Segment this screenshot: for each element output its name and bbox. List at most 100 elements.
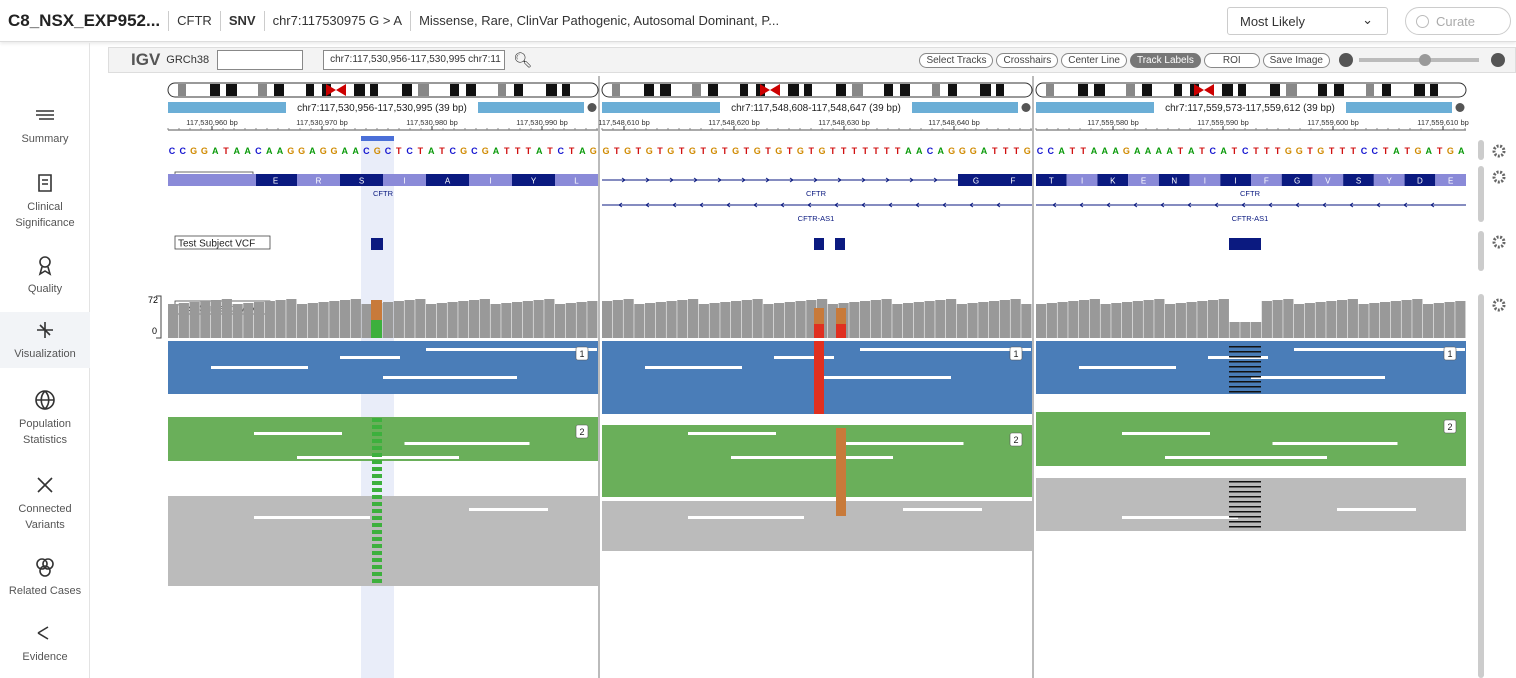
strand-arrow [699,202,704,208]
coverage-bar [1337,300,1348,338]
base: C [927,146,934,156]
sidebar-item[interactable]: Visualization [0,312,90,368]
toolbar-button[interactable]: Center Line [1061,52,1127,68]
base: A [1058,146,1065,156]
sidebar-item[interactable]: Quality [0,253,90,297]
toolbar-button[interactable]: Crosshairs [996,52,1059,68]
base: C [169,146,176,156]
coverage-bar [1175,303,1186,338]
mismatch [372,558,382,562]
strand-arrow [1079,202,1084,208]
coverage-bar [533,300,544,338]
sidebar-item[interactable]: Population Statistics [0,388,90,448]
base: T [1080,146,1086,156]
toolbar-button[interactable]: Track Labels [1129,52,1201,68]
sidebar-item[interactable]: Clinical Significance [0,171,90,231]
base: A [1102,146,1109,156]
coverage-bar [404,300,415,338]
sidebar-item[interactable]: Connected Variants [0,473,90,533]
base: T [862,146,868,156]
mismatch [372,425,382,429]
sidebar-label: Related Cases [8,585,82,597]
base: A [1166,146,1173,156]
zoom-slider[interactable] [1359,54,1479,66]
read-group-unpaired [1036,478,1466,531]
deletion [1229,481,1261,483]
mismatch [372,509,382,513]
ruler-tick-label: 117,559,590 bp [1197,118,1249,127]
coverage-bar [286,299,297,338]
amino-acid-box [297,174,340,186]
amino-acid: D [1417,177,1423,186]
sidebar-item[interactable]: Evidence [0,621,90,665]
deletion [1229,381,1261,383]
base: C [558,146,565,156]
toolbar-button[interactable]: ROI [1203,52,1260,68]
variant: chr7:117530975 G > A [272,13,403,28]
base: A [342,146,349,156]
strand-arrow [621,177,626,183]
close-panel[interactable] [1021,103,1031,112]
ideogram-band [514,84,523,96]
coverage-bar [565,303,576,338]
coverage-bar [512,302,523,338]
read-gap [426,348,597,351]
strand-arrow [726,202,731,208]
group-label: 1 [1013,349,1018,359]
close-panel[interactable] [1455,103,1465,112]
coverage-bar [720,302,731,338]
close-panel[interactable] [587,103,597,112]
sidebar-icon [37,626,49,640]
strand-arrow [807,202,812,208]
curate-button[interactable]: Curate [1405,7,1511,35]
group-badge [1009,432,1023,447]
base: T [787,146,793,156]
toolbar-button[interactable]: Save Image [1262,52,1330,68]
base: T [1178,146,1184,156]
amino-acid: Y [531,177,537,186]
base: A [1156,146,1163,156]
sidebar-item[interactable]: Summary [0,103,90,147]
zoom-in[interactable] [1491,53,1505,67]
ruler-tick-label: 117,559,600 bp [1307,118,1359,127]
strand-arrow [1403,202,1408,208]
sidebar-icon [37,322,53,338]
coverage-bar [741,300,752,338]
track-scrollbar [1478,166,1484,222]
strand-arrow [1241,202,1246,208]
coverage-bar [1304,303,1315,338]
ideogram-band [258,84,267,96]
ideogram-band [1382,84,1391,96]
likelihood-dropdown[interactable]: Most Likely ⌄ [1227,7,1388,35]
group-badge [1443,419,1457,434]
coverage-bar [978,302,989,338]
base: G [201,146,208,156]
ideogram-band [692,84,701,96]
ideogram-band [1078,84,1088,96]
ideogram-band [1270,84,1280,96]
zoom-out[interactable] [1339,53,1353,67]
coverage-bar [1197,301,1208,338]
base: A [938,146,945,156]
gear-icon [1492,170,1506,184]
ideogram-band [804,84,812,96]
sidebar-item[interactable]: Related Cases [0,555,90,599]
ruler-tick-label: 117,530,960 bp [186,118,238,127]
amino-acid: G [1294,177,1300,186]
base: G [1123,146,1130,156]
coverage-bar [849,302,860,338]
coverage-bar [784,302,795,338]
read-gap [731,456,893,459]
strand-arrow [885,177,890,183]
read-gap [860,348,1031,351]
locus-input[interactable]: chr7:117,530,956-117,530,995 chr7:11 [323,50,506,70]
strand-arrow [765,177,770,183]
ideogram-band [1334,84,1344,96]
search-icon[interactable]: 🔍︎ [513,52,533,69]
mismatch [372,481,382,485]
toolbar-button[interactable]: Select Tracks [919,52,994,68]
coverage-bar [827,304,838,338]
coverage-bar [254,302,265,338]
strand-arrow [645,202,650,208]
genome-select[interactable] [217,50,304,70]
